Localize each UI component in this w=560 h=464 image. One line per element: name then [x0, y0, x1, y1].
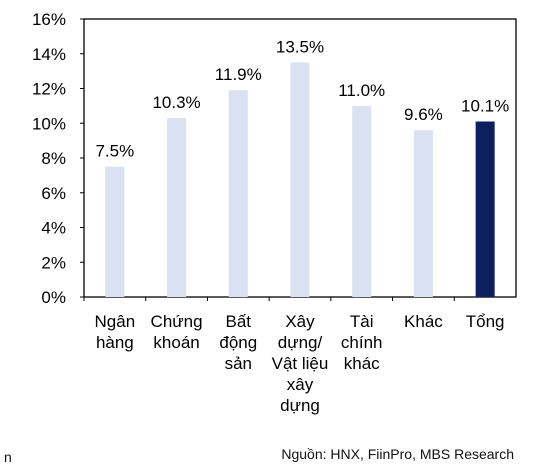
category-label: dựng/ — [278, 333, 323, 352]
bar — [290, 62, 310, 297]
category-label: sản — [225, 354, 252, 373]
bar — [475, 121, 495, 297]
category-label: hàng — [96, 333, 134, 352]
y-tick-label: 0% — [41, 288, 66, 307]
bar — [413, 130, 433, 297]
y-tick-label: 8% — [41, 149, 66, 168]
y-tick-label: 4% — [41, 219, 66, 238]
category-label: chính — [341, 333, 383, 352]
data-label: 10.1% — [461, 97, 509, 116]
y-tick-label: 12% — [32, 80, 66, 99]
bar — [167, 118, 187, 297]
y-tick-label: 16% — [32, 10, 66, 29]
category-label: khoán — [153, 333, 199, 352]
category-label: Xây — [285, 312, 315, 331]
category-label: Vật liệu — [272, 354, 329, 373]
source-note: Nguồn: HNX, FiinPro, MBS Research — [281, 446, 514, 462]
bar — [352, 105, 372, 297]
category-label: động — [219, 333, 257, 352]
y-tick-label: 14% — [32, 45, 66, 64]
data-label: 7.5% — [95, 142, 134, 161]
left-text-fragment: n — [4, 449, 12, 464]
category-label: Tài — [350, 312, 374, 331]
category-label: xây — [287, 375, 314, 394]
category-label: Bất — [226, 312, 252, 331]
data-label: 10.3% — [152, 93, 200, 112]
y-tick-label: 6% — [41, 184, 66, 203]
data-label: 9.6% — [404, 105, 443, 124]
data-label: 11.0% — [338, 81, 385, 100]
y-tick-label: 10% — [32, 114, 66, 133]
data-label: 13.5% — [276, 37, 324, 56]
category-label: Tổng — [466, 312, 505, 331]
category-label: Ngân — [95, 312, 136, 331]
category-label: Khác — [404, 312, 443, 331]
data-label: 11.9% — [215, 65, 262, 84]
bar — [228, 90, 248, 297]
y-tick-label: 2% — [41, 253, 66, 272]
category-label: Chứng — [151, 312, 203, 331]
bar — [105, 166, 125, 297]
category-label: dựng — [280, 396, 320, 415]
category-label: khác — [344, 354, 380, 373]
